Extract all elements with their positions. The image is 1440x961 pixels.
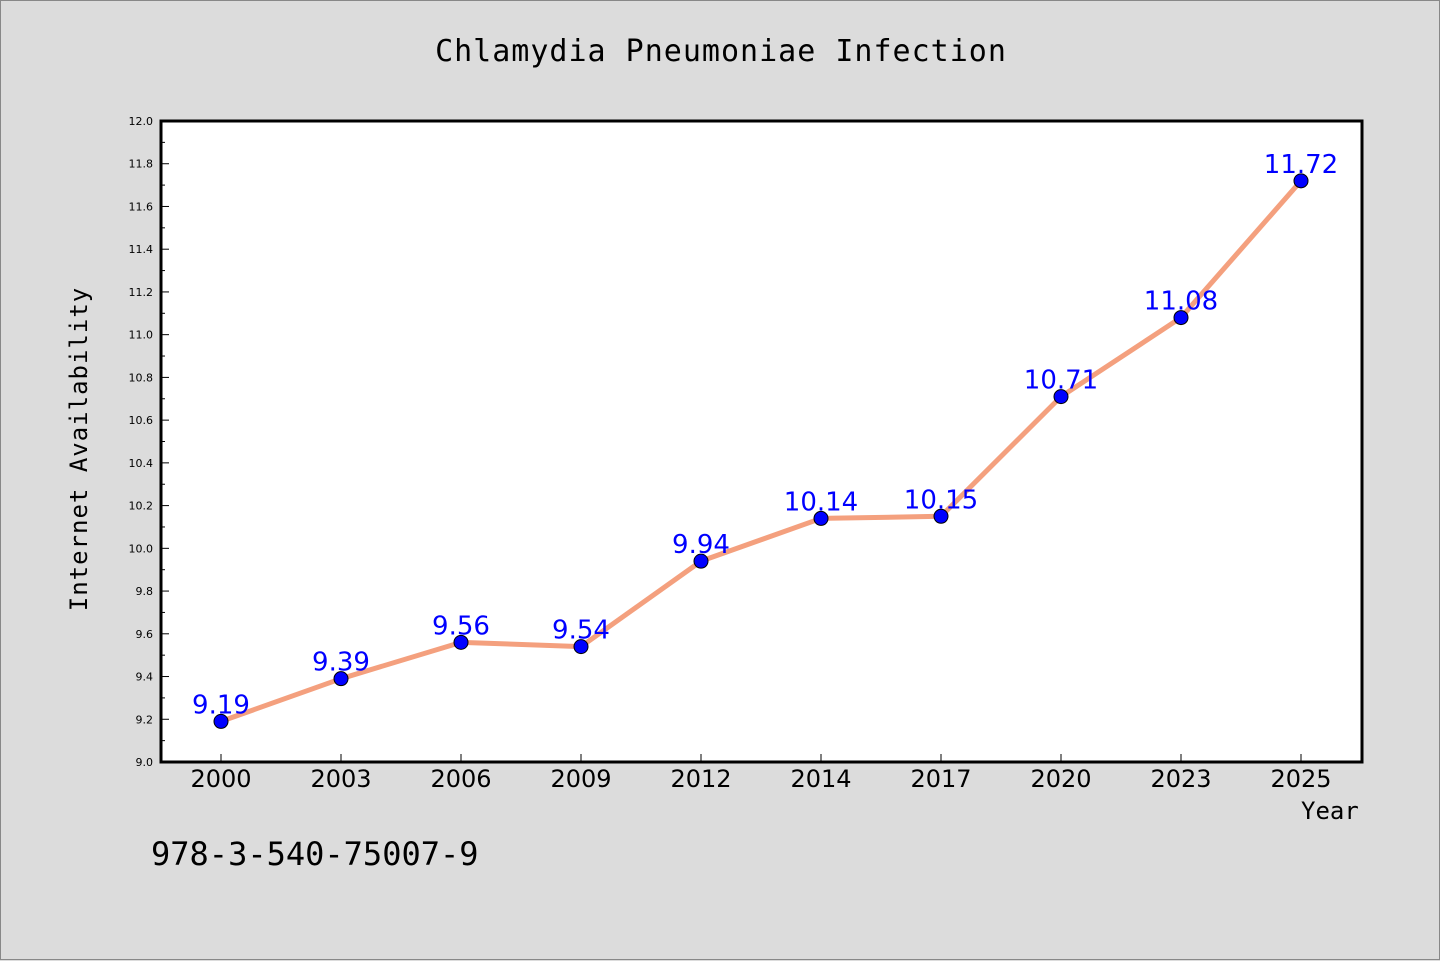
data-point: [1293, 173, 1309, 189]
y-tick-label: 9.4: [136, 671, 154, 684]
data-label: 9.54: [552, 616, 610, 646]
data-label: 10.14: [784, 487, 858, 517]
y-tick-label: 11.4: [129, 243, 154, 256]
data-label: 9.94: [672, 530, 730, 560]
data-point: [333, 671, 349, 687]
plot-area: [159, 119, 1364, 764]
y-tick-label: 11.8: [129, 158, 154, 171]
data-point: [693, 553, 709, 569]
series-layer: 9.19 9.39 9.56 9.54 9.94 10.14 10.15 10.71 11.08…: [192, 150, 1338, 729]
series-line: [218, 178, 1304, 724]
x-axis-ticks: 2000 2003 2006 2009 2012 2014 2017 2020 2023 2025: [190, 754, 1332, 793]
y-tick-label: 9.0: [136, 756, 154, 769]
x-tick-label: 2012: [670, 765, 731, 793]
x-tick-label: 2020: [1030, 765, 1091, 793]
y-tick-label: 10.0: [129, 542, 154, 555]
data-label: 11.08: [1144, 287, 1218, 317]
y-axis-ticks: 9.0 9.2 9.4 9.6 9.8 10.0 10.2 10.4 10.6 10.8 11.0 1…: [129, 115, 169, 769]
x-tick-label: 2000: [190, 765, 251, 793]
data-point: [1173, 310, 1189, 326]
y-tick-label: 10.6: [129, 414, 154, 427]
y-tick-label: 9.6: [136, 628, 154, 641]
y-tick-label: 11.6: [129, 200, 154, 213]
data-point: [1053, 389, 1069, 405]
y-tick-label: 10.4: [129, 457, 154, 470]
x-tick-label: 2006: [430, 765, 491, 793]
x-tick-label: 2023: [1150, 765, 1211, 793]
y-tick-label: 10.2: [129, 500, 154, 513]
x-tick-label: 2025: [1270, 765, 1331, 793]
data-point: [453, 634, 469, 650]
data-label: 9.39: [312, 648, 370, 678]
y-tick-label: 11.2: [129, 286, 154, 299]
footnote-isbn: 978-3-540-75007-9: [151, 835, 479, 873]
y-tick-label: 9.2: [136, 713, 154, 726]
data-point: [573, 639, 589, 655]
y-tick-label: 10.8: [129, 371, 154, 384]
data-point: [213, 713, 229, 729]
x-tick-label: 2014: [790, 765, 851, 793]
y-tick-label: 11.0: [129, 329, 154, 342]
data-label: 10.71: [1024, 366, 1098, 396]
data-label: 9.19: [192, 690, 250, 720]
x-tick-label: 2009: [550, 765, 611, 793]
x-axis-label: Year: [1301, 797, 1359, 825]
data-label: 9.56: [432, 611, 490, 641]
y-tick-label: 12.0: [129, 115, 154, 128]
chart-title: Chlamydia Pneumoniae Infection: [435, 34, 1007, 69]
data-point: [813, 510, 829, 526]
x-tick-label: 2003: [310, 765, 371, 793]
data-point: [933, 508, 949, 524]
y-tick-label: 9.8: [136, 585, 154, 598]
data-label: 11.72: [1264, 150, 1338, 180]
x-tick-label: 2017: [910, 765, 971, 793]
data-label: 10.15: [904, 485, 978, 515]
